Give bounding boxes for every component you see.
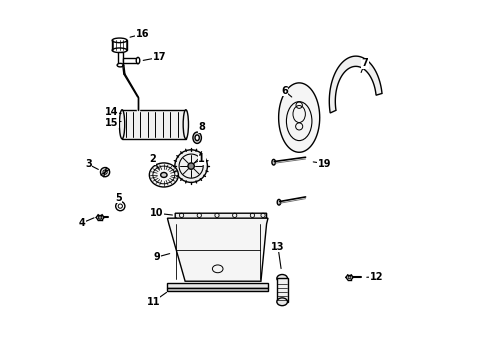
- Text: 11: 11: [146, 297, 160, 307]
- Polygon shape: [167, 283, 268, 288]
- Circle shape: [188, 163, 194, 169]
- Text: 4: 4: [79, 218, 86, 228]
- Text: 17: 17: [152, 52, 166, 62]
- Ellipse shape: [276, 298, 287, 306]
- FancyBboxPatch shape: [276, 278, 287, 302]
- Polygon shape: [167, 218, 268, 281]
- Ellipse shape: [272, 159, 275, 165]
- Text: 9: 9: [153, 252, 160, 262]
- Text: 19: 19: [318, 159, 331, 169]
- Polygon shape: [118, 52, 122, 65]
- Text: 7: 7: [361, 59, 367, 69]
- Ellipse shape: [117, 64, 123, 67]
- Polygon shape: [329, 56, 381, 113]
- Ellipse shape: [277, 200, 280, 205]
- FancyBboxPatch shape: [122, 110, 185, 139]
- Text: 13: 13: [271, 242, 284, 252]
- Ellipse shape: [160, 172, 166, 177]
- Text: 14: 14: [105, 107, 118, 117]
- Ellipse shape: [112, 48, 127, 52]
- Text: 16: 16: [136, 29, 149, 39]
- Ellipse shape: [149, 163, 178, 187]
- Text: 8: 8: [198, 122, 205, 132]
- Text: 2: 2: [149, 154, 155, 164]
- Ellipse shape: [193, 132, 201, 144]
- Polygon shape: [122, 58, 138, 63]
- Polygon shape: [167, 288, 268, 292]
- Ellipse shape: [112, 38, 127, 42]
- Ellipse shape: [136, 57, 139, 64]
- FancyBboxPatch shape: [112, 40, 127, 50]
- Text: 6: 6: [280, 86, 287, 96]
- Polygon shape: [175, 213, 266, 222]
- Text: 15: 15: [105, 117, 118, 127]
- Ellipse shape: [119, 110, 124, 139]
- Text: 5: 5: [115, 193, 121, 203]
- Circle shape: [100, 167, 109, 177]
- Text: 3: 3: [85, 159, 91, 169]
- Circle shape: [348, 276, 350, 279]
- Ellipse shape: [183, 110, 188, 139]
- Polygon shape: [278, 83, 319, 152]
- Circle shape: [175, 150, 207, 182]
- Text: 1: 1: [198, 154, 205, 164]
- Circle shape: [98, 216, 102, 219]
- Ellipse shape: [195, 135, 199, 141]
- Text: 12: 12: [369, 272, 382, 282]
- Text: 10: 10: [150, 208, 163, 218]
- Ellipse shape: [276, 275, 287, 282]
